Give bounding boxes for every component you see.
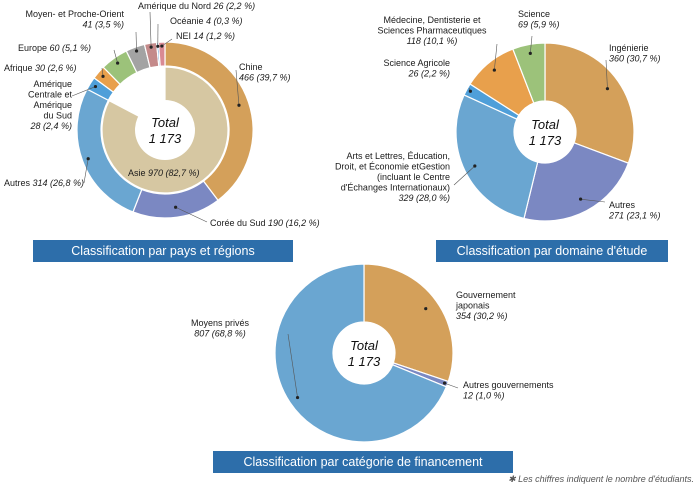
label-nei: NEI 14 (1,2 %) (176, 31, 235, 41)
leader-nei-dot (160, 44, 163, 47)
label-oceanie: Océanie 4 (0,3 %) (170, 16, 243, 26)
fields-total-value: 1 173 (529, 133, 562, 148)
leader-ingenierie-dot (606, 87, 609, 90)
leader-afrique-dot (101, 75, 104, 78)
leader-medecine-dot (493, 68, 496, 71)
leader-chine-dot (237, 104, 240, 107)
leader-science-dot (529, 52, 532, 55)
leader-moyen-orient-dot (135, 49, 138, 52)
leader-autres-gouv-dot (443, 381, 446, 384)
footnote: ✱ Les chiffres indiquent le nombre d'étu… (508, 474, 694, 485)
funding-total-label: Total (350, 338, 379, 353)
countries-total-value: 1 173 (149, 131, 182, 146)
countries-center (135, 100, 195, 160)
funding-total-value: 1 173 (348, 354, 381, 369)
leader-amerique-sud-dot (94, 85, 97, 88)
leader-autres-pays-dot (87, 157, 90, 160)
label-europe: Europe 60 (5,1 %) (18, 43, 91, 53)
leader-autres-domaines-dot (579, 198, 582, 201)
leader-amerique-nord-dot (150, 46, 153, 49)
chart-title-funding: Classification par catégorie de financem… (213, 451, 513, 473)
label-amerique-du-nord: Amérique du Nord 26 (2,2 %) (138, 1, 255, 11)
leader-europe-dot (116, 61, 119, 64)
label-coree-du-sud: Corée du Sud 190 (16,2 %) (210, 218, 320, 228)
chart-title-fields: Classification par domaine d'étude (436, 240, 668, 262)
label-autres-pays: Autres 314 (26,8 %) (4, 178, 84, 188)
fields-total-label: Total (531, 117, 560, 132)
leader-moyens-prives-dot (296, 396, 299, 399)
label-arts-lettres: Arts et Lettres, Éducation,Droit, et Éco… (335, 151, 450, 203)
fields-slice-arts-et-lettres-education-droit-et-econo (456, 95, 538, 219)
leader-amerique-nord (150, 12, 151, 47)
leader-arts-lettres-dot (473, 164, 476, 167)
leader-oceanie-dot (156, 45, 159, 48)
countries-total-label: Total (151, 115, 180, 130)
label-afrique: Afrique 30 (2,6 %) (4, 63, 77, 73)
chart-title-countries: Classification par pays et régions (33, 240, 293, 262)
leader-gouv-japonais-dot (424, 307, 427, 310)
label-asie: Asie 970 (82,7 %) (128, 168, 200, 178)
leader-science-agricole-dot (469, 90, 472, 93)
leader-coree-dot (174, 206, 177, 209)
